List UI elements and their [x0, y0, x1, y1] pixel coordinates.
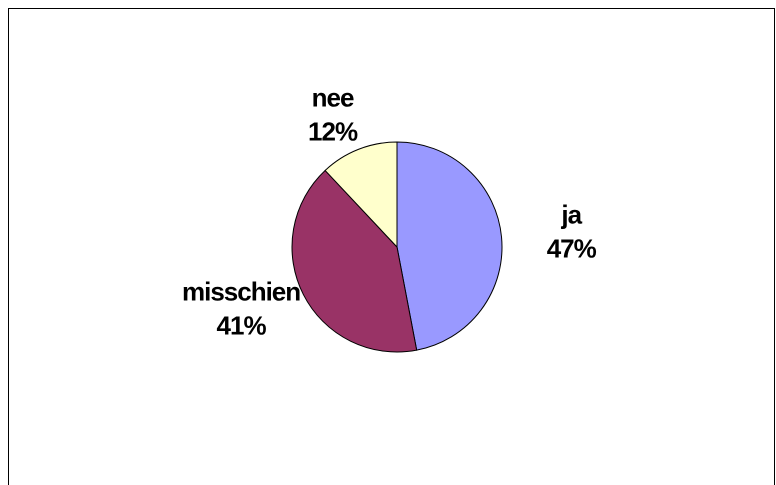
slice-value-label: 47%	[547, 234, 597, 264]
slice-value-label: 41%	[217, 310, 267, 340]
slice-category-label: misschien	[182, 276, 300, 306]
slice-category-label: ja	[560, 200, 582, 230]
slice-category-label: nee	[312, 83, 354, 113]
slice-value-label: 12%	[308, 117, 358, 147]
pie-slice	[324, 141, 398, 249]
pie-slice	[396, 141, 503, 351]
pie-slice	[291, 169, 418, 353]
